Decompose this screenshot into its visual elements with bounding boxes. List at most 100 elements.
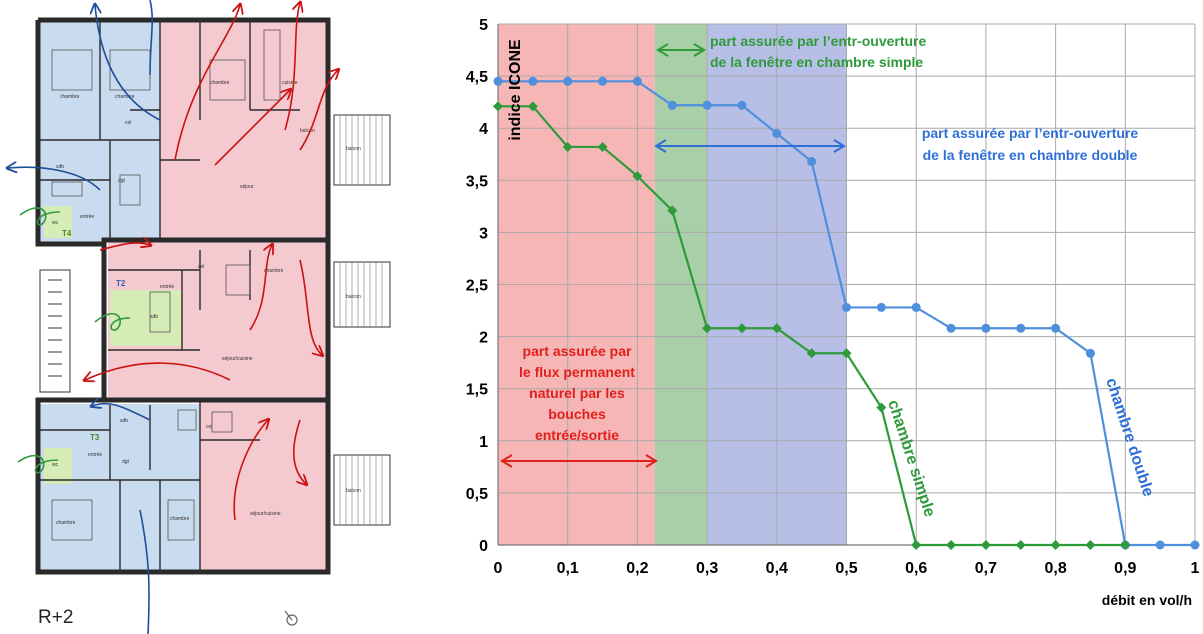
vent-symbol [19,207,61,226]
data-point-chambre-simple [527,101,538,112]
data-point-chambre-double [772,128,782,138]
data-point-chambre-simple [946,540,957,550]
x-tick-label: 0,3 [696,560,718,577]
x-tick-label: 0,2 [626,560,648,577]
apartment-label: T4 [62,229,72,238]
data-point-chambre-simple [1085,540,1096,550]
data-point-chambre-simple [702,323,713,334]
data-point-chambre-double [737,100,747,110]
data-point-chambre-simple [1120,540,1131,550]
x-tick-label: 0,4 [766,560,788,577]
data-point-chambre-double [946,323,956,333]
airflow-arrow [85,362,231,380]
data-point-chambre-double [1016,323,1026,333]
zone-t4-living [160,20,326,238]
room-label: cel [198,264,204,270]
zone-t2-bath [110,290,182,346]
svg-text:de la fenêtre en chambre doubl: de la fenêtre en chambre double [923,147,1138,163]
annotation-green-arrow [656,43,706,57]
room-label: séjour/cuisine [222,356,253,362]
room-label: chambre [56,520,76,526]
x-tick-label: 1 [1191,560,1200,577]
annotation-red-arrow [500,454,658,468]
x-tick-label: 0 [494,560,503,577]
apartment-label: T2 [116,279,126,288]
data-point-chambre-double [876,302,886,312]
data-point-chambre-double [1051,323,1061,333]
data-point-chambre-simple [1050,540,1061,550]
room-label: balcon [346,146,361,152]
data-point-chambre-simple [667,205,678,216]
x-tick-label: 0,8 [1044,560,1066,577]
x-tick-label: 0,7 [975,560,997,577]
airflow-arrow [8,167,101,191]
airflow-arrow [149,0,154,76]
x-tick-label: 0,5 [835,560,857,577]
annotation-blue-arrow [654,139,846,153]
floor-plan: chambre chambre chambre cuisine séjour s… [0,0,391,634]
room-label: chambre [60,94,80,100]
data-point-chambre-double [493,76,503,86]
outer-wall [35,17,331,575]
y-tick-label: 3,5 [466,173,488,190]
data-point-chambre-simple [493,101,503,112]
y-tick-label: 2 [479,330,488,347]
icone-chart: 0 0,1 0,2 0,3 0,4 0,5 0,6 0,7 0,8 0,9 1 0 0,5 1 1,5 2 2,… [466,17,1200,608]
data-point-chambre-double [1085,348,1095,358]
room-label: balcon [346,294,361,300]
y-tick-label: 0 [479,538,488,555]
svg-text:part assurée par l’entr-ouvert: part assurée par l’entr-ouverture [922,125,1139,141]
y-tick-label: 1,5 [466,382,488,399]
room-label: séjour [240,184,254,190]
balcony [333,114,391,186]
room-label: entrée [88,452,102,458]
data-point-chambre-double [702,100,712,110]
annotation-blue: part assurée par l’entr-ouverture de la … [922,125,1139,163]
data-point-chambre-double [563,76,573,86]
data-point-chambre-simple [562,141,573,152]
data-point-chambre-double [981,323,991,333]
data-point-chambre-simple [597,141,608,152]
svg-text:de la fenêtre en chambre simpl: de la fenêtre en chambre simple [710,54,923,70]
svg-text:le flux permanent: le flux permanent [519,364,635,380]
north-arrow-icon [284,610,298,626]
airflow-arrow [92,404,151,421]
data-point-chambre-double [598,76,608,86]
x-tick-label: 0,6 [905,560,927,577]
vent-symbol [94,312,131,331]
room-label: wc [52,462,59,468]
room-label: entrée [80,214,94,220]
annotation-red: part assurée par le flux permanent natur… [519,343,635,443]
room-label: sdb [120,418,128,424]
room-label: sdb [150,314,158,320]
data-point-chambre-simple [841,348,852,359]
y-tick-label: 3 [479,225,488,242]
airflow-arrow [299,70,338,151]
airflow-arrow [99,243,150,251]
room-label: cel [125,120,131,126]
vent-symbol [17,454,59,474]
room-label: cel [206,424,212,430]
data-point-chambre-double [528,76,538,86]
balcony [333,454,391,526]
room-label: sdb [56,164,64,170]
data-point-chambre-double [632,76,642,86]
data-point-chambre-simple [771,323,782,334]
svg-text:bouches: bouches [548,406,606,422]
data-point-chambre-simple [632,171,643,182]
room-label: dgt [118,178,126,184]
room-label: chambre [170,516,190,522]
data-point-chambre-simple [1015,540,1026,550]
data-point-chambre-simple [736,323,747,334]
zone-t3-wc [44,448,72,484]
airflow-arrow [299,259,322,355]
svg-text:part assurée par: part assurée par [523,343,632,359]
y-tick-label: 2,5 [466,278,488,295]
data-point-chambre-double [842,302,851,312]
data-point-chambre-double [1155,540,1165,550]
airflow-arrow [284,3,300,131]
x-tick-label: 0,1 [557,560,579,577]
room-label: balcon [300,128,315,134]
data-point-chambre-double [911,302,921,312]
room-label: chambre [115,94,135,100]
